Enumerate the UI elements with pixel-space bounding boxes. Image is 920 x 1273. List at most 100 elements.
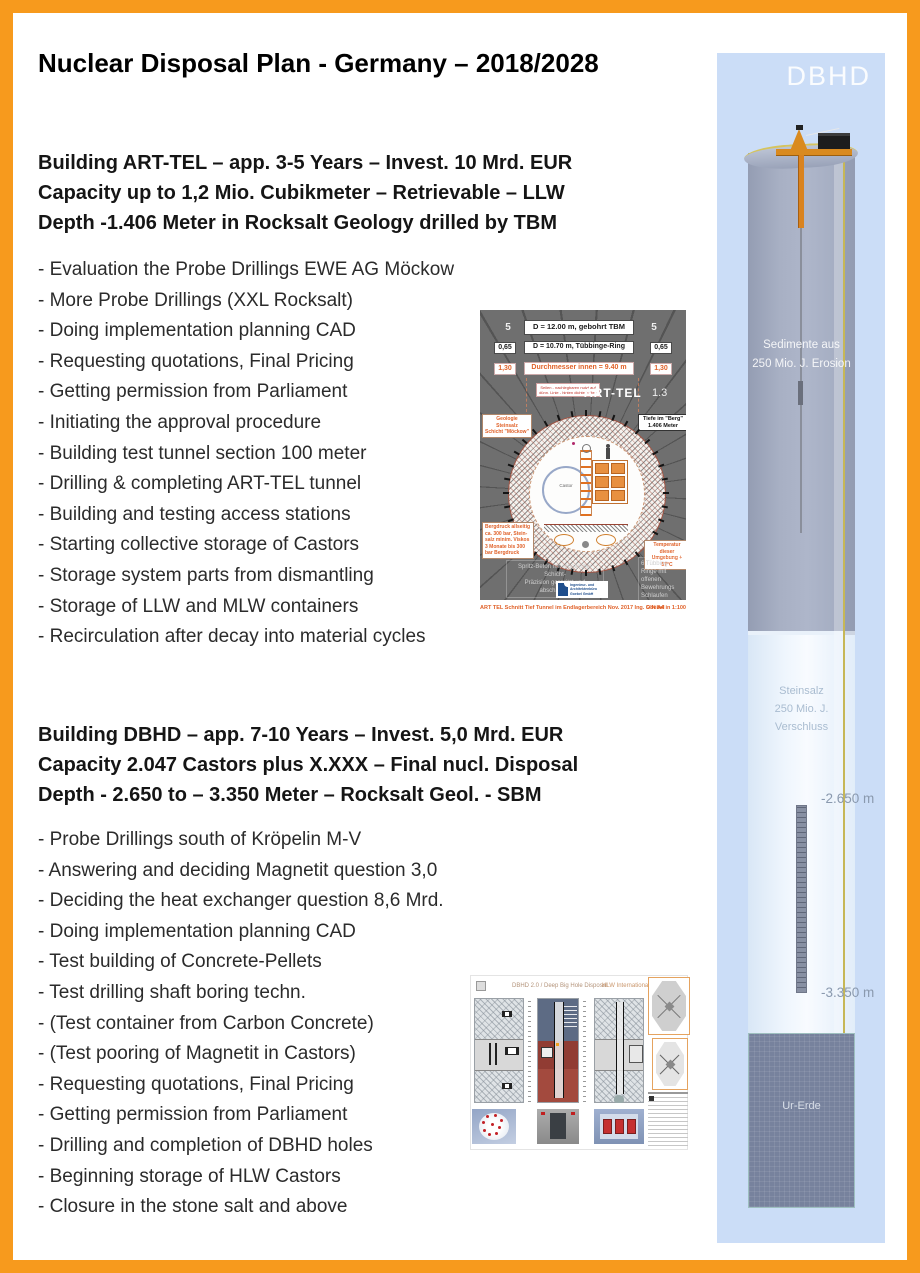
- label-box: [629, 1045, 643, 1063]
- ur-erde-section: [748, 1033, 855, 1208]
- sediment-label: Sedimente aus 250 Mio. J. Erosion: [752, 339, 851, 370]
- rig-platform: [776, 149, 852, 156]
- plan-view-octagon-top: [648, 977, 690, 1035]
- dbhd-column-panel: DBHD Sedimente aus 250 Mio. J. Erosion St…: [717, 53, 885, 1243]
- worker-figure: [606, 444, 610, 459]
- downhole-tool: [798, 381, 803, 405]
- column-shaded-edge: [845, 153, 855, 635]
- red-note: Seilen - nachlegbaren nutzt auf dünn. Lin…: [536, 383, 600, 397]
- central-ladder-drawing: [580, 450, 592, 516]
- list-item: - More Probe Drillings (XXL Rocksalt): [38, 289, 353, 311]
- page-title: Nuclear Disposal Plan - Germany – 2018/2…: [38, 48, 599, 78]
- notes-text-block: [648, 1092, 688, 1146]
- ring-tick: [521, 438, 528, 445]
- magenta-marker: [572, 442, 575, 445]
- floor-ellipse-left: [554, 534, 574, 546]
- annotation-text-lines: [564, 1005, 577, 1027]
- arttel-cross-section-figure: 5 D = 12.00 m, gebohrt TBM 5 0,65 D = 10…: [480, 310, 686, 616]
- depth-scale: [583, 1000, 586, 1102]
- sheet-subtitle: HLW International: [602, 983, 650, 989]
- plug-symbol: [614, 1095, 624, 1103]
- photo-pellet-pattern: [472, 1109, 516, 1144]
- red-flag: [541, 1112, 545, 1115]
- column-yellow-line: [843, 153, 845, 1033]
- geology-note: Geologie Steinsalz Schicht "Möckow": [482, 414, 532, 438]
- borehole-wire: [800, 228, 802, 533]
- heading-line: Building ART-TEL – app. 3-5 Years – Inve…: [38, 152, 573, 174]
- list-item: - Drilling and completion of DBHD holes: [38, 1134, 373, 1156]
- logo-mark-icon: [558, 583, 568, 596]
- castor-stack: [796, 805, 807, 993]
- rock-pressure-note: Bergdruck allseitig ca. 300 bar, Stein-sa…: [482, 522, 534, 559]
- rocksalt-label: Steinsalz 250 Mio. J. Verschluss: [774, 685, 829, 733]
- shelf-cell: [611, 489, 625, 501]
- borehole-shaft: [554, 1002, 564, 1098]
- dim-diameter-tubbing: D = 10.70 m, Tübbinge-Ring: [524, 341, 634, 354]
- panel-title: DBHD: [786, 61, 871, 91]
- rig-machine: [550, 1113, 566, 1139]
- ring-tick: [585, 410, 587, 416]
- ring-tick: [570, 411, 574, 418]
- list-item: - Requesting quotations, Final Pricing: [38, 1073, 354, 1095]
- invert-circle-marker: [582, 541, 589, 548]
- engineering-office-logo: Ingenieur- und Architektenbüro Goebel GmbH: [556, 581, 608, 598]
- ring-tick: [663, 492, 669, 494]
- dbhd-drawing-sheet: DBHD 2.0 / Deep Big Hole Disposal HLW In…: [470, 975, 690, 1150]
- arttel-figure-version: 1.3: [652, 387, 668, 399]
- borehole-section-left: [474, 998, 524, 1103]
- ring-tick: [543, 420, 549, 427]
- list-item: - Doing implementation planning CAD: [38, 320, 356, 342]
- list-item: - Building and testing access stations: [38, 503, 351, 525]
- list-item: - Building test tunnel section 100 meter: [38, 442, 367, 464]
- heading-line: Capacity up to 1,2 Mio. Cubikmeter – Ret…: [38, 182, 565, 204]
- arttel-section-heading: Building ART-TEL – app. 3-5 Years – Inve…: [38, 148, 572, 238]
- heading-line: Capacity 2.047 Castors plus X.XXX – Fina…: [38, 754, 579, 776]
- casing-line: [495, 1043, 497, 1065]
- list-item: - Getting permission from Parliament: [38, 1104, 348, 1126]
- red-flag: [571, 1112, 575, 1115]
- dbhd-section-heading: Building DBHD – app. 7-10 Years – Invest…: [38, 720, 578, 810]
- dim-left-065: 0,65: [494, 342, 516, 354]
- heading-line: Depth -1.406 Meter in Rocksalt Geology d…: [38, 212, 557, 234]
- list-item: - Closure in the stone salt and above: [38, 1196, 348, 1218]
- castor-panel: [600, 1114, 638, 1139]
- yellow-marker: [556, 1043, 559, 1046]
- list-item: - (Test container from Carbon Concrete): [38, 1012, 374, 1034]
- borehole-section-right: [594, 998, 644, 1103]
- drill-derrick: [790, 129, 808, 151]
- dimension-line-right: [638, 378, 639, 412]
- depth-note: Tiefe im "Berg" 1.406 Meter: [638, 414, 686, 431]
- anchor-symbol: [502, 1083, 512, 1089]
- depth-label-2650: -2.650 m: [821, 791, 875, 806]
- plan-view-octagon-bottom: [652, 1038, 688, 1090]
- shelf-cell: [611, 476, 625, 488]
- borehole-column: Sedimente aus 250 Mio. J. Erosion Steinsa…: [743, 125, 859, 1208]
- figure-scale-caption: DIN A4 in 1:100: [646, 605, 686, 611]
- ur-erde-label: Ur-Erde: [782, 1100, 821, 1112]
- castor-rect: [614, 1119, 624, 1134]
- list-item: - Getting permission from Parliament: [38, 381, 348, 403]
- list-item: - Test building of Concrete-Pellets: [38, 951, 322, 973]
- dim-diameter-inner: Durchmesser innen = 9.40 m: [524, 362, 634, 375]
- dim-right-5: 5: [651, 322, 657, 333]
- photo-castor-layout: [594, 1109, 644, 1144]
- ring-tick: [504, 477, 511, 481]
- list-item: - Requesting quotations, Final Pricing: [38, 350, 354, 372]
- heading-line: Building DBHD – app. 7-10 Years – Invest…: [38, 724, 564, 746]
- dimension-line-left: [526, 378, 527, 412]
- list-item: - (Test pooring of Magnetit in Castors): [38, 1043, 356, 1065]
- list-item: - Recirculation after decay into materia…: [38, 626, 426, 648]
- salt-band: [475, 1039, 523, 1071]
- castor-label: Castor: [559, 483, 573, 488]
- shotcrete-note: Spritz-Beton mit robotischer Schicht- Prä…: [506, 560, 604, 598]
- storage-shelf-drawing: [592, 460, 628, 504]
- crown-circle-marker: [582, 444, 591, 453]
- list-item: - Answering and deciding Magnetit questi…: [38, 859, 438, 881]
- label-box: [541, 1047, 553, 1058]
- sheet-title: DBHD 2.0 / Deep Big Hole Disposal: [512, 983, 608, 989]
- borehole-section-center: [537, 998, 579, 1103]
- list-item: - Storage of LLW and MLW containers: [38, 595, 359, 617]
- shelf-cell: [611, 463, 625, 475]
- figure-caption: ART TEL Schnitt Tief Tunnel im Endlagerb…: [480, 605, 665, 611]
